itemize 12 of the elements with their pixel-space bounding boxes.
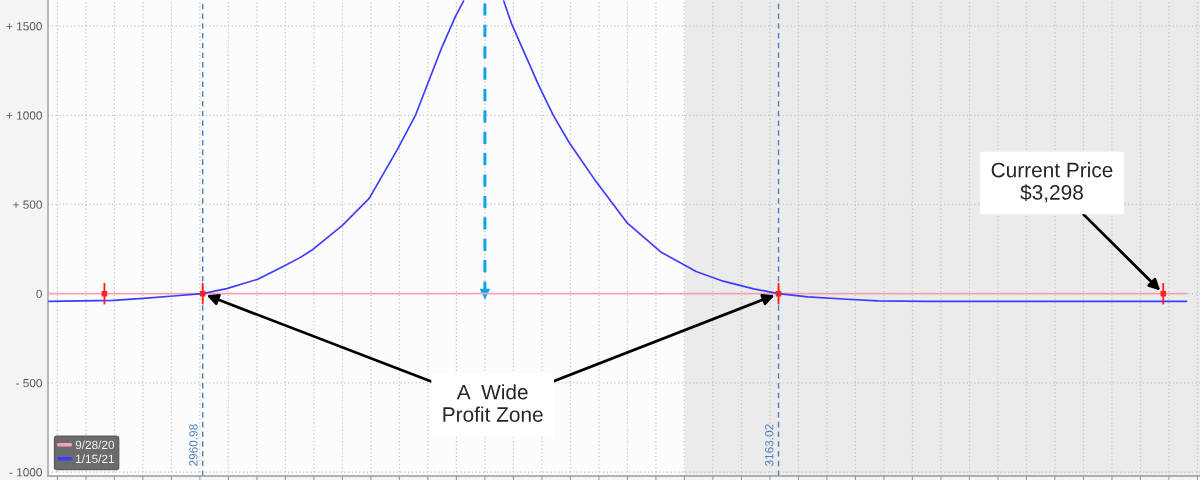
annotation: Current Price $3,298 <box>991 162 1113 203</box>
y-tick-label: - 500 <box>16 378 42 388</box>
legend-label: 9/28/20 <box>75 440 115 450</box>
ref-line-label: 2960.98 <box>189 424 198 466</box>
y-tick-label: + 1500 <box>6 22 42 31</box>
legend-label: 1/15/21 <box>76 454 114 464</box>
y-tick-label: + 500 <box>13 200 42 209</box>
y-tick-label: - 1000 <box>9 468 42 477</box>
annotation: A Wide Profit Zone <box>443 384 543 422</box>
ref-line-label: 3163.02 <box>765 424 774 467</box>
y-tick-label: 0 <box>36 289 42 299</box>
y-tick-label: + 1000 <box>6 111 42 120</box>
